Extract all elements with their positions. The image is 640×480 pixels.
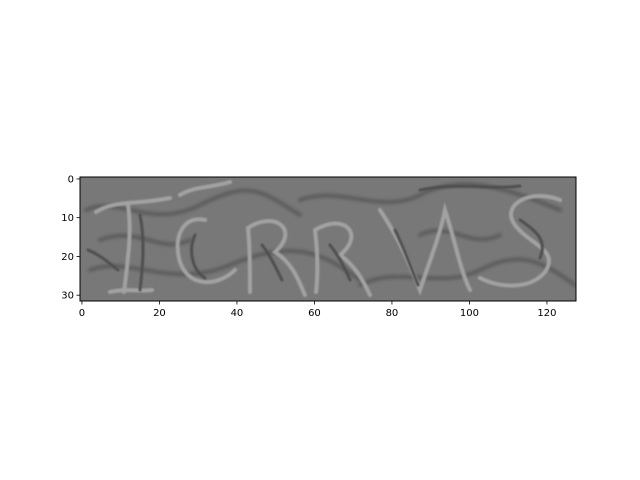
axes-frame bbox=[79, 176, 577, 302]
y-axis: 0 10 20 30 bbox=[61, 174, 80, 302]
x-axis: 0 20 40 60 80 100 120 bbox=[79, 301, 556, 319]
x-tick-label: 60 bbox=[308, 308, 321, 319]
captcha-image bbox=[80, 177, 576, 301]
y-tick-label: 10 bbox=[61, 213, 74, 224]
y-tick-label: 0 bbox=[68, 174, 74, 185]
x-tick-label: 20 bbox=[153, 308, 166, 319]
y-tick-label: 20 bbox=[61, 252, 74, 263]
x-tick-label: 120 bbox=[537, 308, 556, 319]
x-tick-label: 40 bbox=[231, 308, 244, 319]
x-tick-label: 80 bbox=[386, 308, 399, 319]
x-tick-label: 100 bbox=[460, 308, 479, 319]
y-tick-label: 30 bbox=[61, 291, 74, 302]
x-tick-label: 0 bbox=[79, 308, 85, 319]
